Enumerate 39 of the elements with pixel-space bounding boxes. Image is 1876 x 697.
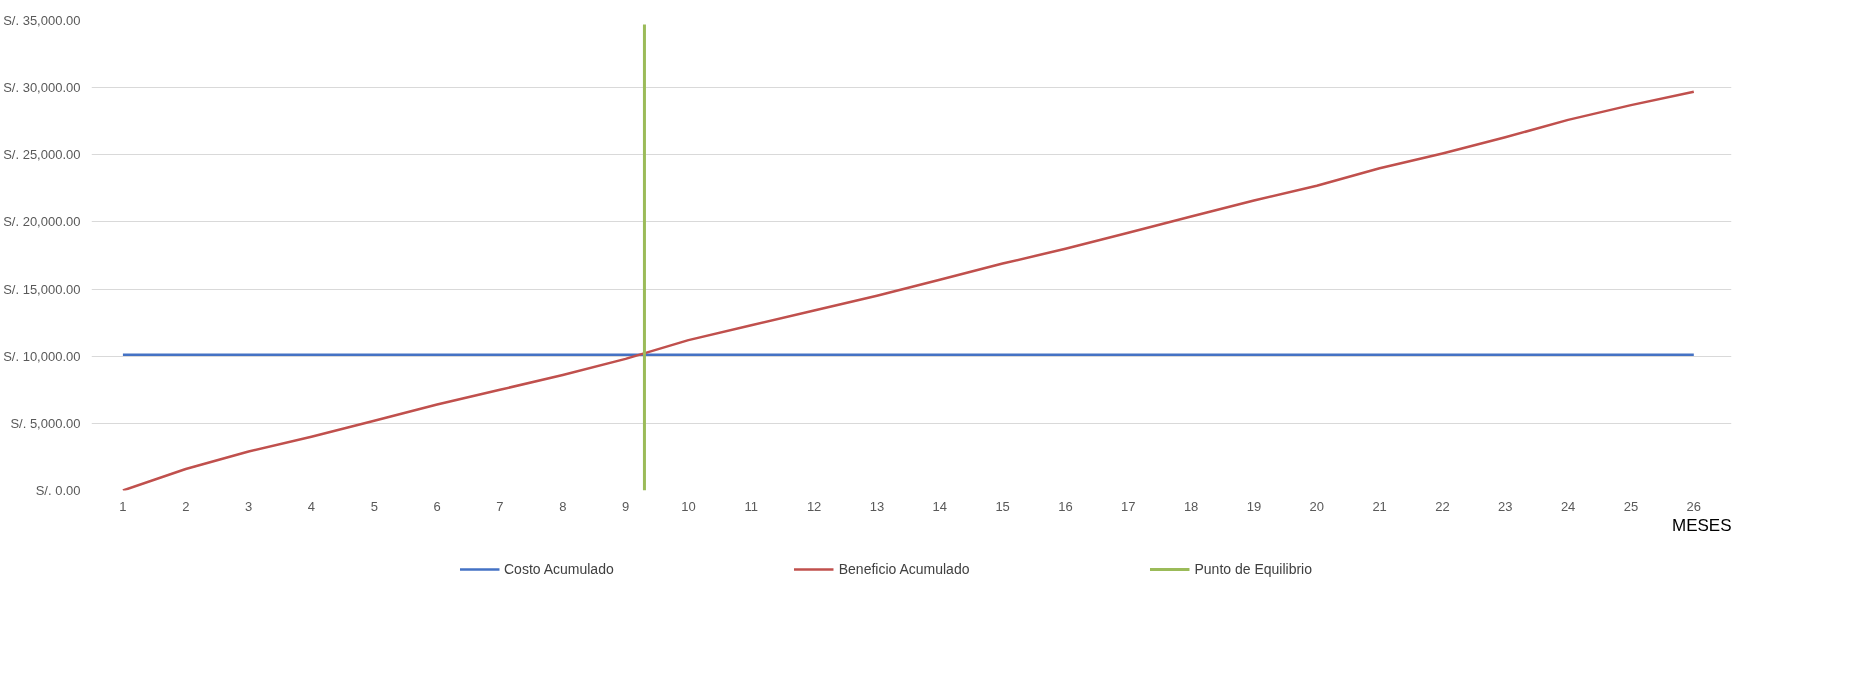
x-tick-label: 12	[806, 498, 822, 514]
x-axis-title: MESES	[1671, 515, 1732, 535]
y-tick-label: S/. 20,000.00	[3, 214, 81, 230]
y-tick-label: S/. 25,000.00	[3, 147, 81, 163]
x-tick-label: 13	[869, 498, 885, 514]
x-tick-label: 3	[244, 498, 253, 514]
x-tick-label: 24	[1560, 498, 1576, 514]
x-tick-label: 15	[995, 498, 1010, 514]
x-tick-label: 6	[433, 498, 441, 514]
x-tick-label: 9	[621, 498, 630, 514]
x-tick-label: 25	[1623, 498, 1639, 514]
x-tick-label: 10	[681, 498, 696, 514]
x-tick-label: 18	[1183, 498, 1199, 514]
y-tick-label: S/. 15,000.00	[3, 281, 81, 297]
line-series	[121, 90, 1696, 491]
x-tick-label: 19	[1246, 498, 1262, 514]
x-tick-label: 7	[496, 498, 504, 514]
x-tick-label: 4	[307, 498, 316, 514]
y-tick-label: S/. 30,000.00	[3, 80, 81, 96]
x-tick-label: 26	[1686, 498, 1702, 514]
x-tick-label: 2	[182, 498, 190, 514]
x-tick-label: 11	[744, 498, 759, 514]
x-tick-label: 16	[1058, 498, 1073, 514]
x-tick-label: 5	[370, 498, 378, 514]
y-tick-label: S/. 35,000.00	[3, 13, 81, 28]
x-tick-label: 21	[1372, 498, 1387, 514]
x-tick-label: 8	[559, 498, 567, 514]
legend-label: Punto de Equilibrio	[1194, 561, 1313, 577]
x-tick-label: 22	[1435, 498, 1450, 514]
x-tick-label: 23	[1498, 498, 1513, 514]
y-tick-label: S/. 10,000.00	[3, 348, 81, 364]
x-tick-label: 20	[1309, 498, 1325, 514]
y-tick-label: S/. 0.00	[35, 483, 81, 498]
x-tick-label: 1	[119, 498, 127, 514]
x-tick-label: 17	[1121, 498, 1136, 514]
y-tick-label: S/. 5,000.00	[10, 415, 81, 431]
legend-label: Beneficio Acumulado	[838, 561, 970, 577]
x-tick-label: 14	[932, 498, 948, 514]
legend-label: Costo Acumulado	[503, 561, 614, 577]
